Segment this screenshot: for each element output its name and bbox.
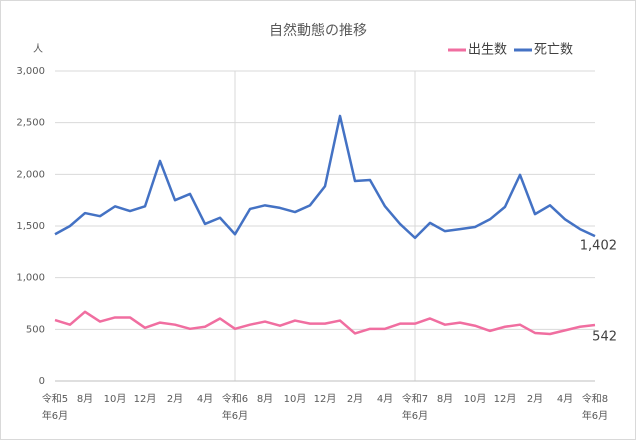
data-label: 542: [592, 329, 617, 344]
x-tick-label: 令和7 年6月: [402, 392, 428, 422]
y-tick-label: 2,000: [16, 169, 45, 180]
data-label: 1,402: [580, 239, 617, 254]
x-tick-label: 12月: [134, 393, 157, 405]
series-line: [54, 310, 596, 336]
y-tick-label: 1,000: [16, 273, 45, 284]
x-tick-label: 令和5 年6月: [42, 392, 68, 422]
chart-title: 自然動態の推移: [269, 22, 367, 39]
x-tick-label: 8月: [257, 393, 273, 405]
x-tick-label: 2月: [527, 393, 543, 405]
legend-label: 出生数: [468, 43, 507, 58]
x-tick-label: 4月: [557, 393, 573, 405]
y-tick-label: 2,500: [16, 118, 45, 129]
y-unit: 人: [33, 43, 43, 55]
x-tick-label: 10月: [464, 393, 487, 405]
x-tick-label: 2月: [167, 393, 183, 405]
x-tick-label: 10月: [284, 393, 307, 405]
series-line: [54, 114, 596, 240]
x-tick-label: 12月: [314, 393, 337, 405]
x-tick-label: 12月: [494, 393, 517, 405]
legend-label: 死亡数: [534, 43, 573, 58]
x-tick-label: 8月: [437, 393, 453, 405]
x-tick-label: 10月: [104, 393, 127, 405]
x-tick-label: 4月: [377, 393, 393, 405]
x-tick-label: 4月: [197, 393, 213, 405]
y-tick-label: 1,500: [16, 221, 45, 232]
x-tick-label: 令和8 年6月: [582, 392, 608, 422]
x-tick-label: 令和6 年6月: [222, 392, 248, 422]
y-tick-label: 0: [39, 376, 45, 387]
x-tick-label: 8月: [77, 393, 93, 405]
y-tick-label: 500: [26, 324, 45, 335]
y-tick-label: 3,000: [16, 66, 45, 77]
x-tick-label: 2月: [347, 393, 363, 405]
